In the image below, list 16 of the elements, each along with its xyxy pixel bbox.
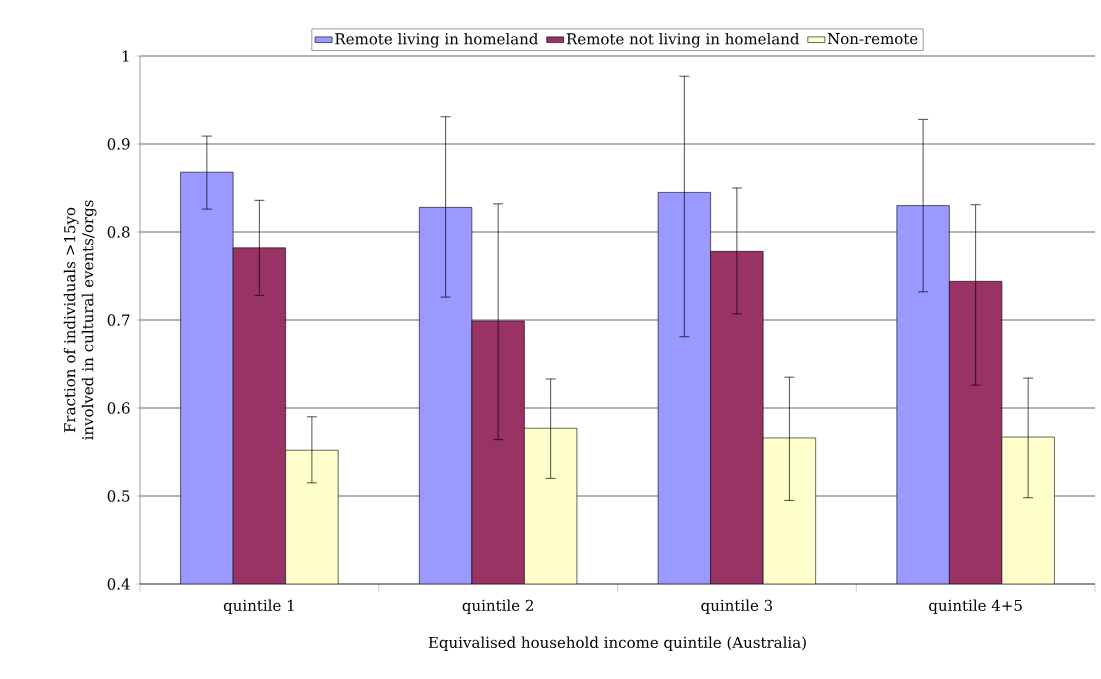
y-axis-title: Fraction of individuals >15yo involved in cultural events/orgs [63,200,97,440]
x-tick-label: quintile 2 [462,599,533,614]
y-tick-label: 0.7 [107,314,130,326]
y-tick-label: 0.8 [107,226,130,238]
x-tick-label: quintile 3 [701,599,773,614]
x-tick-label: quintile 4+5 [929,599,1022,614]
y-tick-label: 0.9 [107,138,130,150]
legend-label: Remote living in homeland [335,32,538,48]
y-tick-label: 1 [122,50,129,62]
x-axis-title: Equivalised household income quintile (Australia) [428,636,806,651]
y-tick-label: 0.6 [107,402,130,414]
y-tick-label: 0.4 [107,578,130,590]
y-tick-label: 0.5 [107,490,130,502]
legend-label: Remote not living in homeland [566,32,800,48]
legend-label: Non-remote [827,33,918,45]
x-tick-label: quintile 1 [223,599,294,614]
